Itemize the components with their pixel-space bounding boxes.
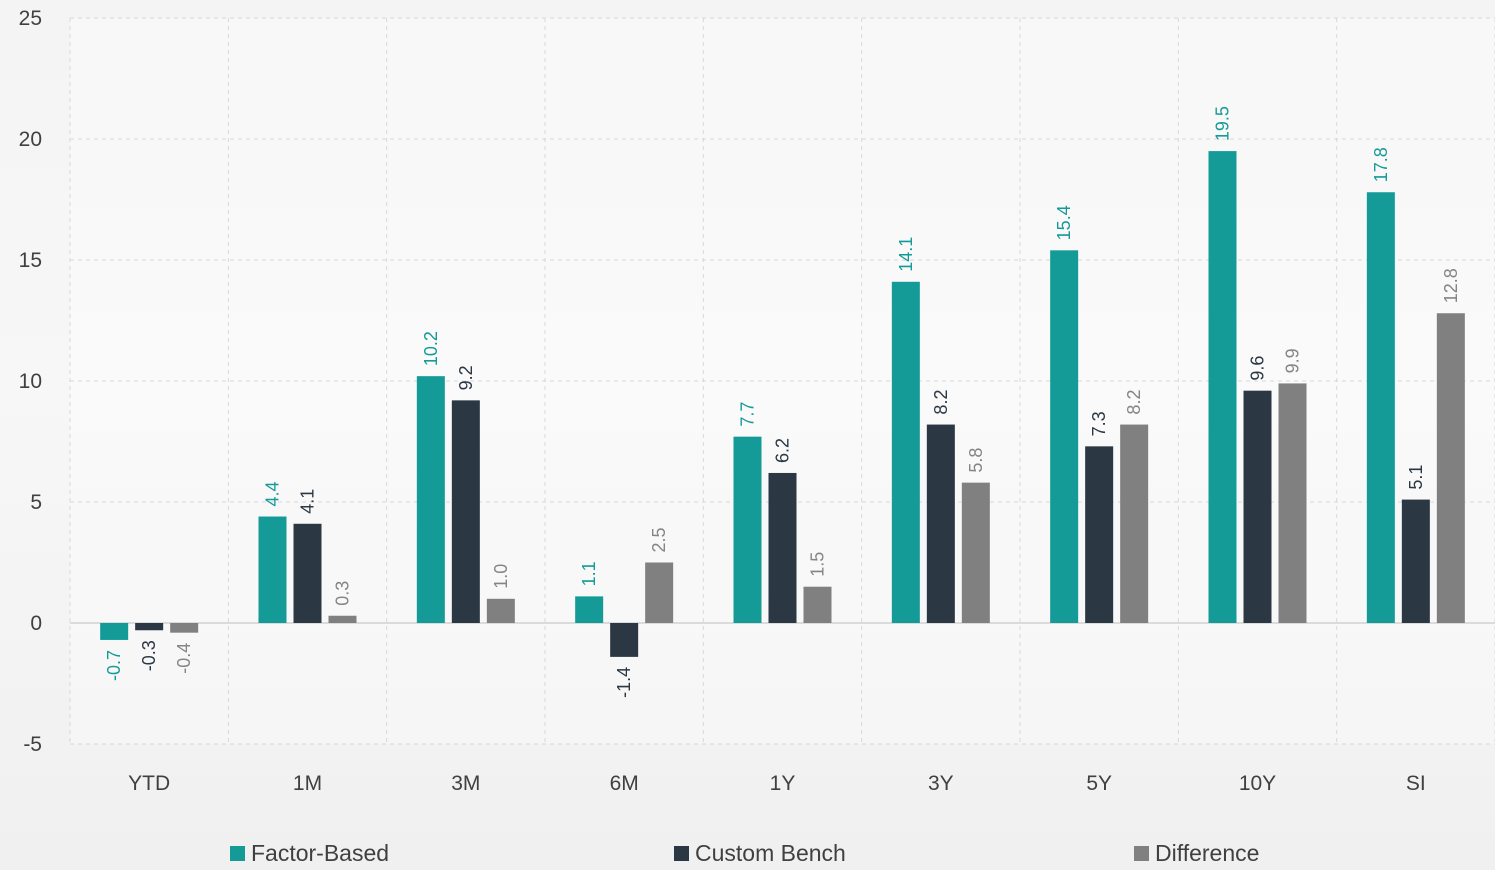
bar-difference-10y xyxy=(1278,383,1307,623)
y-tick-label: 20 xyxy=(19,128,42,151)
bar-custom-bench-1y xyxy=(768,472,797,623)
data-label-factor-based-3m: 10.2 xyxy=(421,331,441,366)
bar-custom-bench-6m xyxy=(610,623,639,657)
data-label-custom-bench-si: 5.1 xyxy=(1406,465,1426,490)
bar-layer xyxy=(100,151,1465,657)
data-label-difference-si: 12.8 xyxy=(1441,268,1461,303)
data-label-difference-ytd: -0.4 xyxy=(174,643,194,674)
bar-custom-bench-10y xyxy=(1243,390,1272,623)
data-label-factor-based-si: 17.8 xyxy=(1371,147,1391,182)
y-tick-label: 10 xyxy=(19,370,42,393)
data-label-factor-based-1m: 4.4 xyxy=(263,481,283,506)
bar-difference-1y xyxy=(803,586,832,623)
legend-swatch-difference xyxy=(1134,845,1149,861)
bar-factor-based-5y xyxy=(1050,250,1079,623)
y-tick-label: 5 xyxy=(30,491,42,514)
bar-difference-1m xyxy=(328,615,357,623)
bar-custom-bench-3y xyxy=(926,424,955,623)
bar-difference-6m xyxy=(645,562,674,623)
x-tick-label: 3M xyxy=(451,772,480,795)
bar-factor-based-si xyxy=(1366,192,1395,624)
bar-custom-bench-1m xyxy=(293,523,322,623)
x-tick-label: SI xyxy=(1406,772,1426,795)
data-label-custom-bench-1y: 6.2 xyxy=(773,438,793,463)
bar-difference-si xyxy=(1436,313,1465,623)
data-label-custom-bench-5y: 7.3 xyxy=(1089,411,1109,436)
x-tick-label: YTD xyxy=(128,772,170,795)
bar-custom-bench-si xyxy=(1401,499,1430,623)
data-label-factor-based-3y: 14.1 xyxy=(896,237,916,272)
bar-factor-based-10y xyxy=(1208,151,1237,623)
data-label-factor-based-1y: 7.7 xyxy=(738,402,758,427)
legend-swatch-factor-based xyxy=(230,845,245,861)
legend-swatch-custom-bench xyxy=(674,845,689,861)
data-label-factor-based-ytd: -0.7 xyxy=(104,650,124,681)
bar-custom-bench-5y xyxy=(1085,446,1114,623)
label-layer: -0.7 -0.3 -0.4 4.4 4.1 0.3 10.2 9.2 1.0 1.1 -1.4 2.… xyxy=(104,106,1461,698)
legend-label-difference: Difference xyxy=(1155,840,1260,866)
x-tick-label: 3Y xyxy=(928,772,954,795)
y-tick-label: 0 xyxy=(30,612,42,635)
data-label-custom-bench-1m: 4.1 xyxy=(298,489,318,514)
data-label-difference-10y: 9.9 xyxy=(1283,348,1303,373)
data-label-difference-5y: 8.2 xyxy=(1124,390,1144,415)
data-label-difference-1y: 1.5 xyxy=(808,552,828,577)
legend-item-difference: Difference xyxy=(1134,838,1259,868)
legend-item-custom-bench: Custom Bench xyxy=(674,838,846,868)
axis-layer: -5 0 5 10 15 20 25 YTD 1M 3M 6M 1Y 3Y 5Y 10Y SI xyxy=(19,7,1426,795)
legend-label-custom-bench: Custom Bench xyxy=(695,840,846,866)
x-tick-label: 10Y xyxy=(1239,772,1276,795)
bar-factor-based-1m xyxy=(258,516,287,623)
y-tick-label: 25 xyxy=(19,7,42,30)
data-label-custom-bench-6m: -1.4 xyxy=(614,667,634,698)
bar-factor-based-ytd xyxy=(100,623,129,640)
data-label-custom-bench-10y: 9.6 xyxy=(1248,356,1268,381)
data-label-custom-bench-ytd: -0.3 xyxy=(139,640,159,671)
bar-difference-ytd xyxy=(170,623,199,633)
data-label-difference-3m: 1.0 xyxy=(491,564,511,589)
data-label-difference-1m: 0.3 xyxy=(333,581,353,606)
legend-label-factor-based: Factor-Based xyxy=(251,840,390,866)
bar-factor-based-6m xyxy=(575,596,604,623)
data-label-difference-6m: 2.5 xyxy=(649,527,669,552)
data-label-factor-based-10y: 19.5 xyxy=(1213,106,1233,141)
data-label-difference-3y: 5.8 xyxy=(966,448,986,473)
x-tick-label: 1Y xyxy=(770,772,796,795)
bar-factor-based-3y xyxy=(891,281,920,623)
data-label-factor-based-5y: 15.4 xyxy=(1054,205,1074,240)
bar-factor-based-1y xyxy=(733,436,762,623)
x-tick-label: 5Y xyxy=(1086,772,1112,795)
bar-custom-bench-ytd xyxy=(135,623,164,631)
x-tick-label: 1M xyxy=(293,772,322,795)
data-label-custom-bench-3m: 9.2 xyxy=(456,365,476,390)
y-tick-label: -5 xyxy=(23,733,42,756)
data-label-factor-based-6m: 1.1 xyxy=(579,561,599,586)
bar-custom-bench-3m xyxy=(451,400,480,623)
bar-factor-based-3m xyxy=(416,376,445,623)
bar-difference-3m xyxy=(486,598,515,623)
grid-layer xyxy=(69,17,1495,745)
legend: Factor-Based Custom Bench Difference xyxy=(0,838,1495,868)
data-label-custom-bench-3y: 8.2 xyxy=(931,390,951,415)
bar-difference-5y xyxy=(1120,424,1149,623)
legend-item-factor-based: Factor-Based xyxy=(230,838,389,868)
y-tick-label: 15 xyxy=(19,249,42,272)
x-tick-label: 6M xyxy=(610,772,639,795)
bar-difference-3y xyxy=(961,482,990,623)
